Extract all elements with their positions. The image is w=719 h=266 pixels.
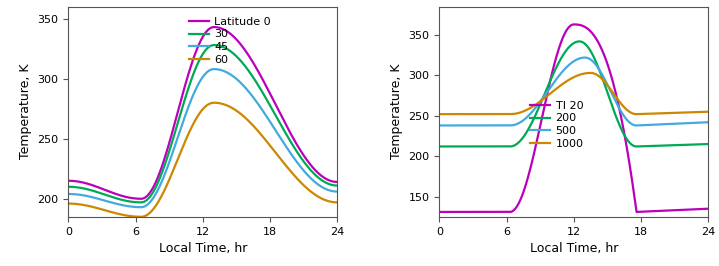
30 [210, 43, 219, 47]
500 [482, 124, 490, 127]
Y-axis label: Temperature, K: Temperature, K [390, 64, 403, 160]
200 [669, 144, 678, 147]
45 [95, 197, 104, 201]
1000 [482, 113, 490, 116]
1000 [466, 113, 475, 116]
45 [111, 202, 119, 205]
500 [699, 121, 707, 124]
45 [137, 206, 145, 209]
Line: 30: 30 [68, 45, 337, 202]
30 [137, 201, 145, 204]
60 [137, 215, 145, 218]
X-axis label: Local Time, hr: Local Time, hr [530, 242, 618, 255]
60 [328, 200, 336, 203]
Line: 200: 200 [439, 41, 708, 147]
1000 [699, 110, 707, 114]
30 [299, 159, 308, 162]
Y-axis label: Temperature, K: Temperature, K [19, 64, 32, 160]
45 [168, 154, 176, 157]
500 [669, 122, 678, 125]
45 [333, 190, 342, 193]
1000 [435, 113, 444, 116]
Latitude 0 [64, 179, 73, 182]
1000 [669, 111, 678, 114]
60 [64, 202, 73, 205]
Latitude 0 [333, 180, 342, 184]
TI 20 [569, 23, 578, 26]
TI 20 [669, 209, 678, 212]
Latitude 0 [328, 180, 336, 183]
200 [538, 98, 546, 101]
TI 20 [550, 64, 559, 67]
Line: 1000: 1000 [439, 73, 708, 114]
Latitude 0 [179, 91, 188, 94]
1000 [704, 110, 713, 113]
45 [328, 189, 336, 193]
1000 [550, 89, 559, 92]
30 [95, 191, 104, 194]
Latitude 0 [95, 186, 104, 189]
500 [435, 124, 444, 127]
60 [179, 144, 188, 148]
Line: TI 20: TI 20 [439, 24, 708, 212]
Legend: TI 20, 200, 500, 1000: TI 20, 200, 500, 1000 [526, 96, 588, 153]
200 [550, 70, 559, 74]
Line: 45: 45 [68, 69, 337, 207]
Line: 500: 500 [439, 57, 708, 126]
30 [333, 184, 342, 187]
Latitude 0 [111, 192, 119, 195]
500 [704, 121, 713, 124]
45 [179, 120, 188, 123]
200 [704, 143, 713, 146]
60 [111, 211, 119, 215]
Legend: Latitude 0, 30, 45, 60: Latitude 0, 30, 45, 60 [184, 12, 275, 69]
30 [179, 103, 188, 106]
TI 20 [538, 114, 546, 117]
200 [482, 145, 490, 148]
Latitude 0 [168, 134, 176, 137]
30 [328, 183, 336, 186]
30 [64, 185, 73, 188]
500 [538, 97, 546, 100]
30 [111, 196, 119, 200]
Line: Latitude 0: Latitude 0 [68, 27, 337, 199]
TI 20 [466, 210, 475, 214]
45 [210, 68, 219, 71]
TI 20 [699, 207, 707, 210]
200 [466, 145, 475, 148]
Latitude 0 [137, 197, 145, 200]
200 [699, 143, 707, 146]
200 [575, 40, 584, 43]
500 [581, 56, 590, 59]
TI 20 [704, 207, 713, 210]
1000 [538, 98, 546, 101]
Line: 60: 60 [68, 103, 337, 217]
45 [299, 168, 308, 172]
60 [333, 201, 342, 204]
TI 20 [435, 210, 444, 214]
60 [299, 183, 308, 186]
Latitude 0 [210, 26, 219, 29]
200 [435, 145, 444, 148]
500 [466, 124, 475, 127]
45 [64, 192, 73, 196]
60 [168, 173, 176, 176]
60 [95, 207, 104, 210]
30 [168, 142, 176, 146]
1000 [586, 71, 595, 74]
Latitude 0 [299, 153, 308, 156]
60 [210, 101, 219, 104]
500 [550, 81, 559, 84]
TI 20 [482, 210, 490, 214]
X-axis label: Local Time, hr: Local Time, hr [159, 242, 247, 255]
